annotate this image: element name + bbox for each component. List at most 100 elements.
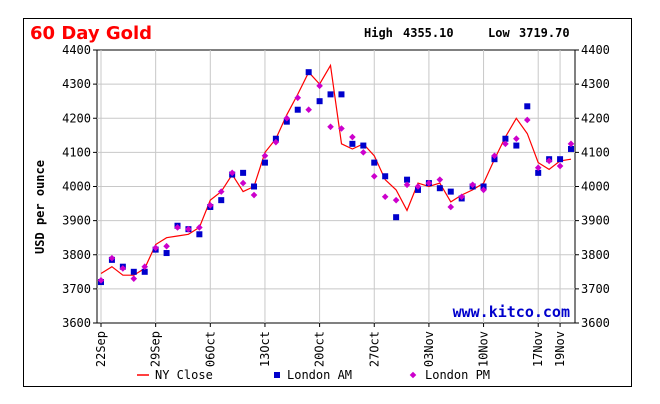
london-am-point — [141, 268, 148, 275]
london-am-point — [414, 186, 421, 193]
london-am-point — [360, 142, 367, 149]
london-pm-point — [250, 191, 258, 199]
london-pm-point — [567, 140, 575, 148]
london-am-point — [393, 214, 400, 221]
x-tick-label: 03Nov — [422, 331, 436, 367]
london-pm-point — [491, 152, 498, 160]
london-pm-point — [174, 224, 181, 231]
london-pm-point — [360, 149, 367, 156]
london-pm-point — [480, 186, 487, 194]
y-tick-label-right: 4100 — [581, 145, 610, 159]
london-am-point — [568, 145, 574, 152]
london-am-point — [294, 106, 301, 113]
london-am-point — [404, 176, 411, 183]
london-am-point — [272, 135, 279, 142]
london-pm-point — [458, 193, 465, 201]
london-am-point — [524, 103, 531, 110]
low-value: 3719.70 — [519, 26, 570, 40]
x-tick-label: 19Nov — [553, 331, 567, 367]
london-am-point — [480, 183, 487, 190]
london-pm-point — [381, 193, 389, 201]
london-am-point — [196, 231, 203, 238]
y-tick-label-right: 4200 — [581, 111, 610, 125]
london-pm-point — [327, 123, 334, 131]
london-am-point — [513, 142, 520, 149]
london-pm-point — [447, 203, 455, 211]
london-pm-point — [97, 277, 105, 284]
x-tick-label: 10Nov — [477, 331, 491, 367]
x-tick-label: 13Oct — [258, 331, 272, 367]
london-pm-point — [196, 224, 203, 231]
london-pm-point — [523, 116, 531, 124]
y-tick-label-left: 4300 — [62, 77, 91, 91]
x-tick-label: 20Oct — [313, 331, 327, 367]
london-pm-point — [370, 172, 378, 180]
gold-price-chart: 60 Day Gold High 4355.10 Low 3719.70 USD… — [30, 23, 610, 382]
london-pm-point — [207, 201, 214, 209]
y-tick-label-left: 4200 — [62, 111, 91, 125]
london-pm-point — [338, 125, 345, 132]
london-am-point — [371, 159, 378, 166]
london-pm-point — [316, 82, 323, 90]
watermark: www.kitco.com — [453, 303, 570, 321]
high-label: High — [364, 26, 393, 40]
y-tick-label-left: 3700 — [62, 282, 91, 296]
london-pm-point — [152, 244, 159, 252]
london-am-point — [436, 185, 443, 192]
x-tick-label: 27Oct — [367, 331, 381, 367]
low-label: Low — [488, 26, 510, 40]
x-tick-label: 06Oct — [203, 331, 217, 367]
london-am-point — [130, 268, 137, 275]
x-tick-labels: 22Sep 29Sep 06Oct 13Oct 20Oct 27Oct 03Nov 10Nov… — [94, 323, 567, 367]
chart-frame: 60 Day Gold High 4355.10 Low 3719.70 USD… — [23, 18, 632, 387]
london-pm-point — [534, 164, 542, 172]
legend-london-am-swatch — [274, 372, 280, 378]
london-am-point — [305, 69, 312, 76]
london-pm-point — [469, 181, 476, 189]
london-am-point — [349, 140, 356, 147]
y-tick-label-left: 3600 — [62, 316, 91, 330]
y-tick-label-right: 3800 — [581, 248, 610, 262]
x-tick-label: 17Nov — [531, 331, 545, 367]
london-pm-point — [294, 94, 302, 102]
y-tick-label-right: 3700 — [581, 282, 610, 296]
y-tick-label-right: 4000 — [581, 180, 610, 194]
london-am-point — [557, 156, 564, 163]
london-pm-point — [228, 169, 236, 177]
y-tick-label-right: 3900 — [581, 214, 610, 228]
legend-london-pm-swatch — [409, 371, 417, 379]
london-pm-point — [239, 179, 247, 187]
legend: NY Close London AM London PM — [137, 368, 490, 382]
london-am-point — [261, 159, 268, 166]
legend-london-am-label: London AM — [287, 368, 352, 382]
london-pm-point — [425, 179, 433, 187]
ny-close-series — [100, 63, 572, 276]
london-pm-point — [163, 242, 170, 250]
london-am-point — [251, 183, 258, 190]
london-am-point — [327, 91, 334, 98]
grid-lines — [97, 50, 575, 323]
y-tick-label-left: 4000 — [62, 180, 91, 194]
london-pm-point — [545, 157, 553, 165]
london-pm-point — [436, 176, 444, 183]
y-tick-label-right: 4300 — [581, 77, 610, 91]
legend-ny-close-label: NY Close — [155, 368, 213, 382]
y-tick-label-left: 4100 — [62, 145, 91, 159]
london-am-point — [163, 250, 170, 257]
y-tick-label-left: 3800 — [62, 248, 91, 262]
london-pm-point — [403, 181, 411, 189]
london-pm-point — [305, 106, 312, 114]
legend-london-pm-label: London PM — [425, 368, 490, 382]
london-pm-point — [261, 152, 269, 160]
london-pm-point — [185, 225, 192, 233]
london-am-point — [283, 118, 290, 125]
london-am-point — [382, 173, 389, 180]
y-axis-label: USD per ounce — [33, 160, 47, 254]
london-pm-point — [108, 254, 116, 262]
london-am-point — [535, 169, 542, 176]
x-tick-label: 29Sep — [149, 331, 163, 367]
london-am-point — [447, 188, 454, 195]
y-tick-labels: 3600 3600 3700 3700 3800 3800 3900 3900 4000 4000… — [62, 43, 610, 330]
y-tick-label-left: 4400 — [62, 43, 91, 57]
london-pm-point — [556, 162, 564, 170]
